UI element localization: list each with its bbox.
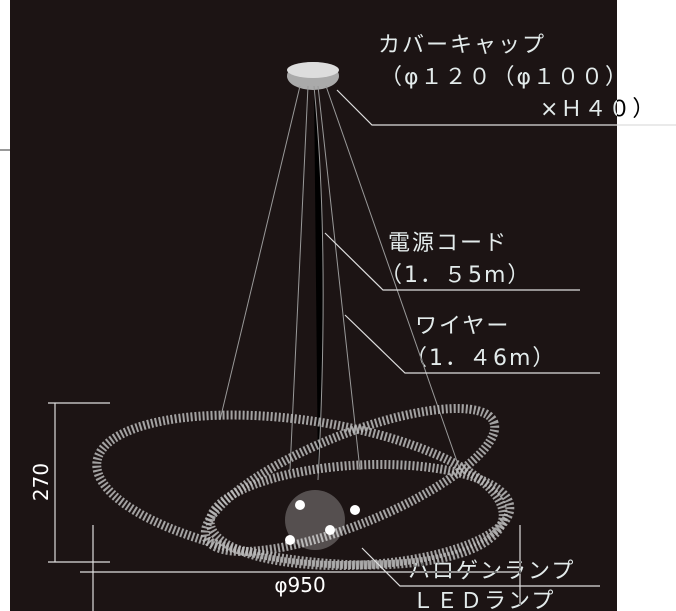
lamp xyxy=(295,500,305,510)
label: ＬＥＤランプ xyxy=(412,589,555,611)
label: ワイヤー xyxy=(415,314,510,339)
layout xyxy=(0,0,676,611)
lamp xyxy=(325,525,335,535)
label: カバーキャップ xyxy=(378,33,546,58)
width-label: φ950 xyxy=(274,573,325,597)
label: （1．５5m） xyxy=(380,263,531,288)
label: ×Ｈ４０） xyxy=(540,97,656,122)
height-label: 270 xyxy=(29,463,53,501)
label: （φ１２０（φ１００） xyxy=(380,65,629,90)
page: カバーキャップ （φ１２０（φ１００） ×Ｈ４０） 電源コード （1．５5m） … xyxy=(0,0,676,611)
cover-cap-top xyxy=(287,62,339,78)
lamp xyxy=(285,535,295,545)
lamp xyxy=(350,505,360,515)
diagram: カバーキャップ （φ１２０（φ１００） ×Ｈ４０） 電源コード （1．５5m） … xyxy=(0,0,676,611)
label: 電源コード xyxy=(388,231,508,256)
label: （1．４6m） xyxy=(405,346,556,371)
label: ハロゲンランプ xyxy=(408,559,575,584)
